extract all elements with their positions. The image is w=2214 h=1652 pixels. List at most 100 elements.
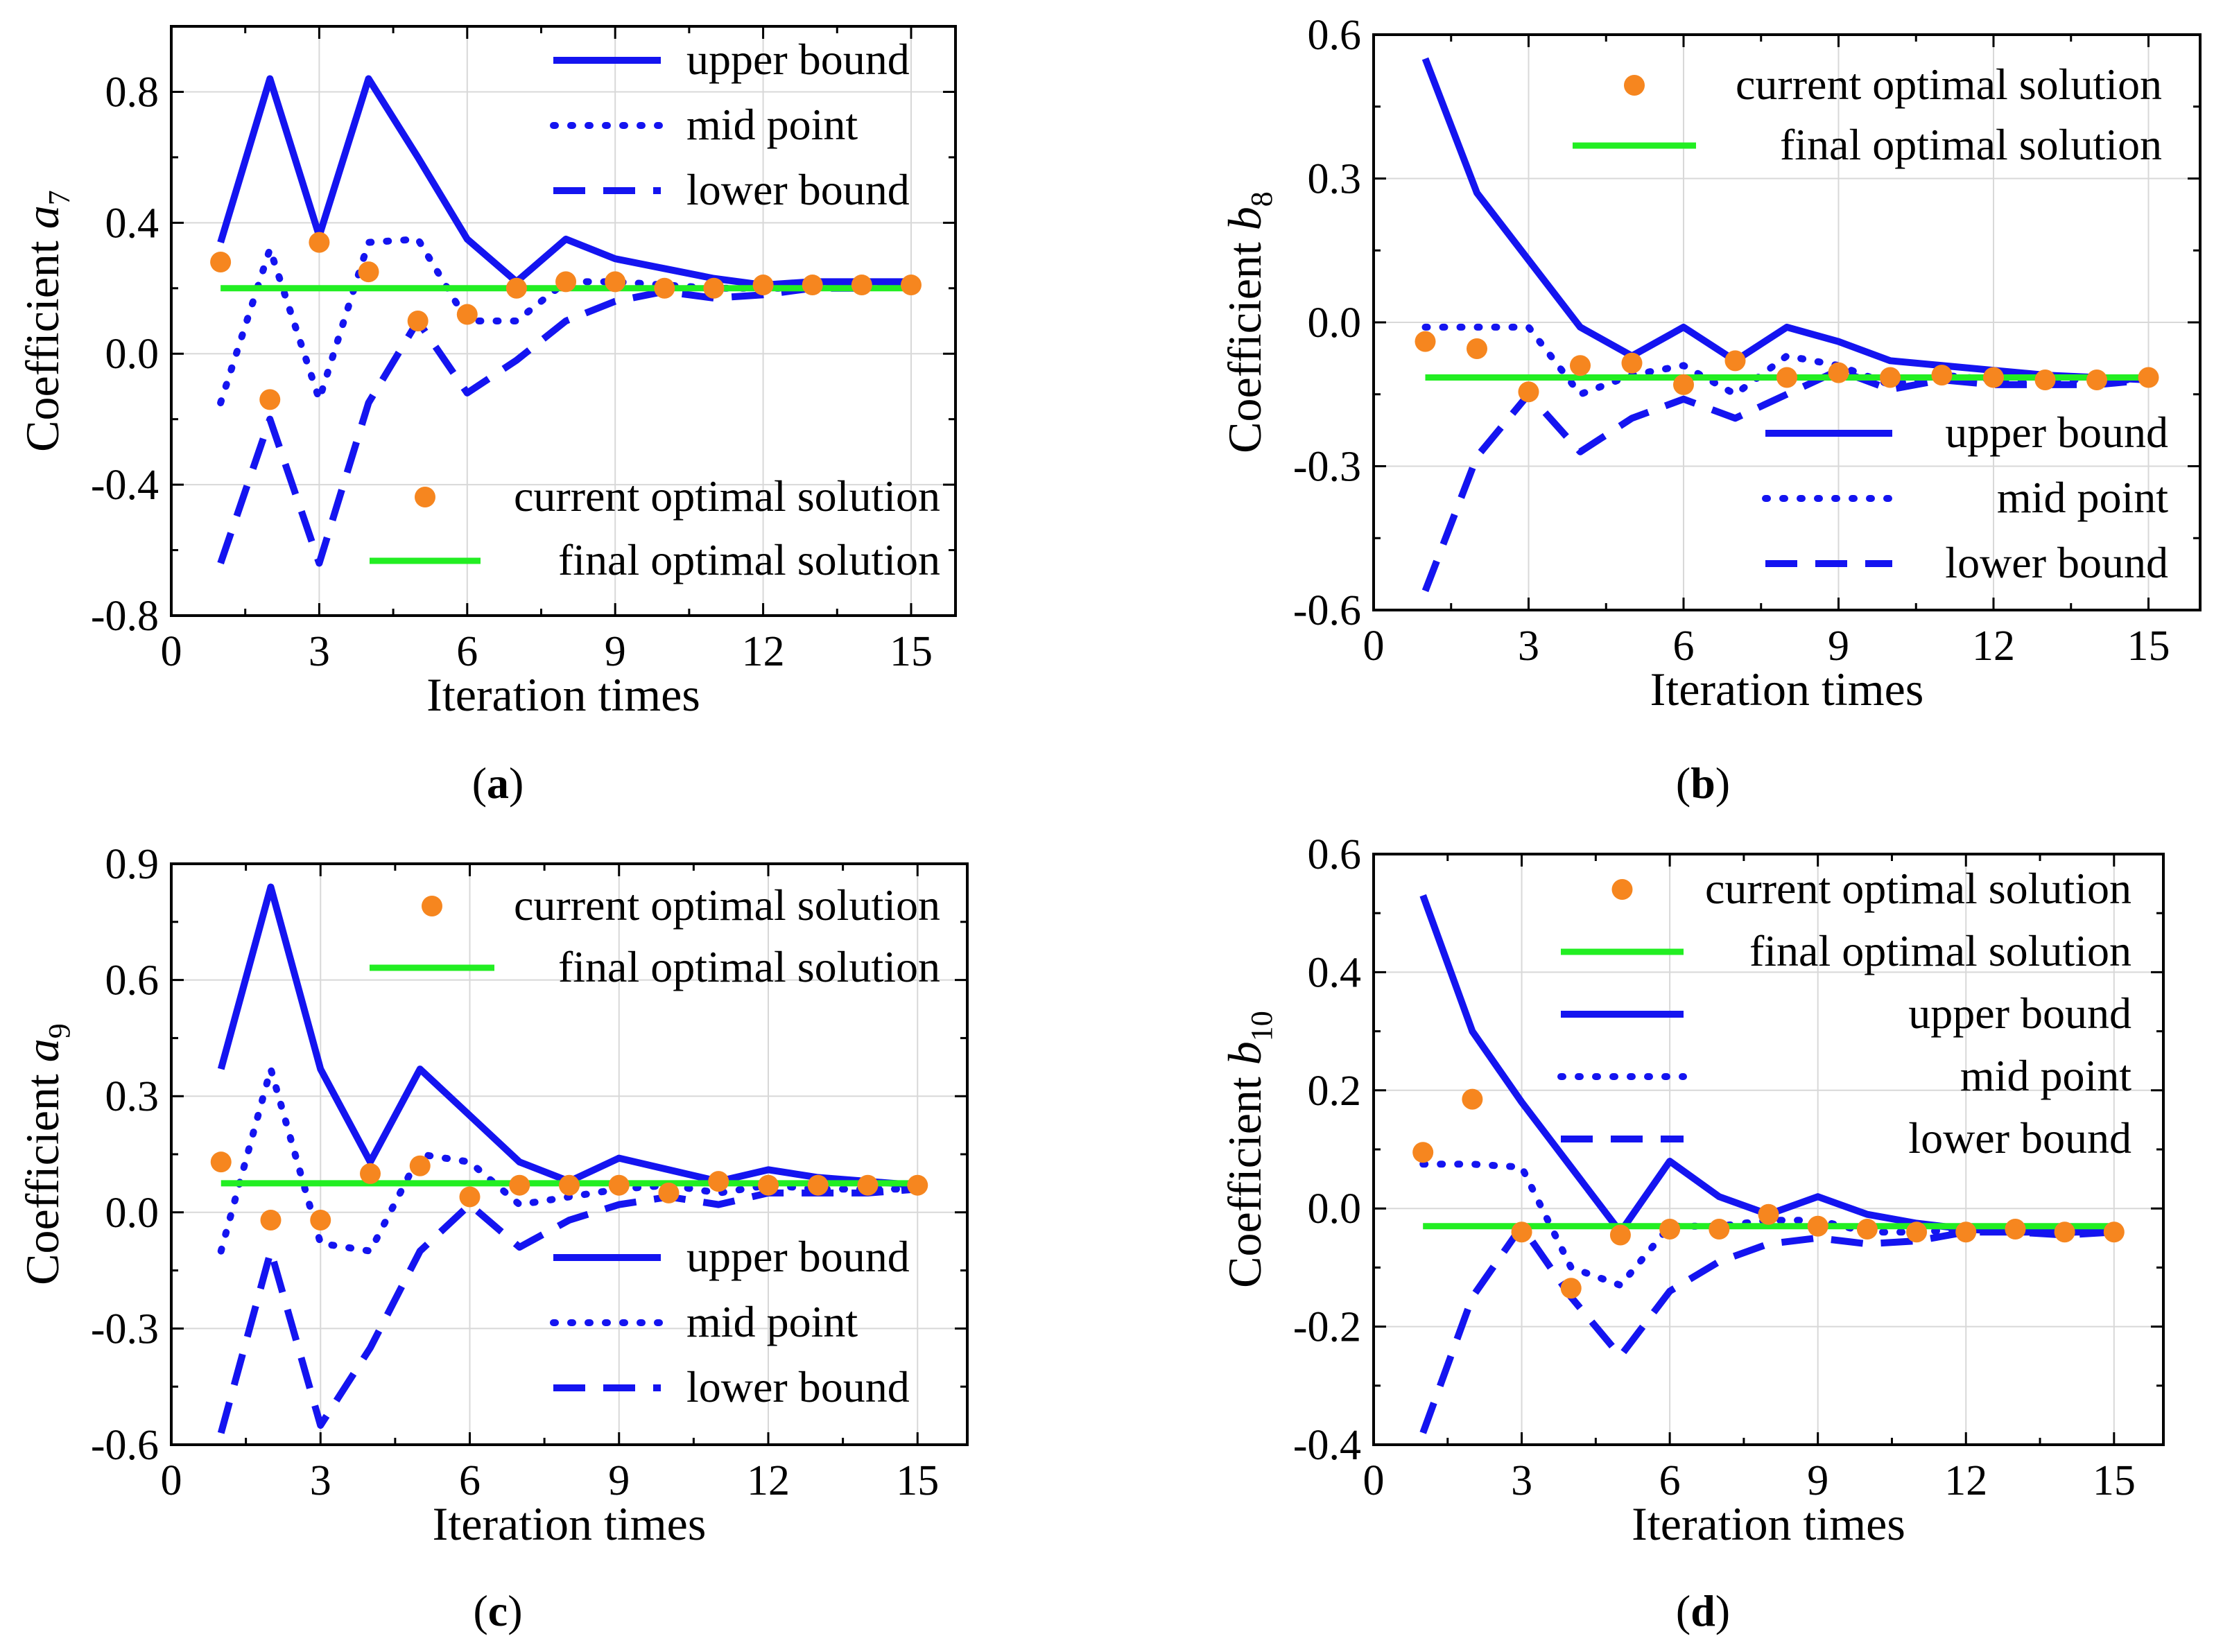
y-tick-label: -0.6: [91, 1422, 159, 1469]
x-axis-title-a: Iteration times: [426, 668, 700, 721]
legend-label: current optimal solution: [1736, 60, 2162, 109]
current-optimal-point: [658, 1182, 680, 1203]
legend-marker-current: [1611, 879, 1633, 900]
series-mid-line: [217, 1066, 922, 1255]
current-optimal-point: [555, 271, 577, 293]
current-optimal-point: [210, 252, 232, 272]
legend-d-1: current optimal solution final optimal so…: [1557, 864, 2131, 1163]
y-tick-label: 0.0: [1308, 1185, 1362, 1233]
y-axis-title-a: Coefficient a7: [16, 190, 76, 452]
current-optimal-point: [708, 1171, 729, 1192]
legend-c-2: upper bound mid point lower bound: [550, 1232, 910, 1411]
x-tick-label: 6: [1659, 1457, 1681, 1504]
y-axis-title-d: Coefficient b10: [1218, 1011, 1279, 1288]
y-tick-label: -0.3: [1293, 444, 1361, 491]
legend-label: mid point: [1997, 473, 2168, 522]
legend-label: final optimal solution: [1780, 120, 2162, 169]
x-tick-label: 0: [161, 628, 182, 675]
current-optimal-point: [857, 1174, 879, 1196]
current-optimal-point: [1758, 1203, 1779, 1225]
x-axis-title-b: Iteration times: [1650, 663, 1924, 715]
current-optimal-point: [1570, 355, 1591, 376]
current-optimal-point: [409, 1155, 431, 1176]
panel-a: 0 3 6 9 12 15 -0.8 -0.4 0.0 0.4 0.8 Iteration times…: [16, 25, 957, 808]
current-optimal-point: [2103, 1221, 2125, 1243]
current-optimal-point: [2138, 367, 2159, 388]
y-tick-label: 0.6: [105, 957, 159, 1005]
legend-label: final optimal solution: [558, 942, 940, 991]
y-tick-label: -0.8: [91, 593, 159, 640]
current-optimal-point: [654, 277, 675, 299]
current-optimal-point: [807, 1174, 829, 1196]
y-tick-label: 0.4: [1308, 949, 1362, 996]
x-tick-label: 9: [1807, 1457, 1828, 1504]
legend-label: upper bound: [686, 35, 910, 84]
legend-label: upper bound: [1945, 408, 2168, 457]
x-tick-label: 0: [1363, 623, 1385, 670]
x-tick-label: 15: [2093, 1457, 2136, 1504]
x-tick-label: 12: [1944, 1457, 1987, 1504]
y-axis-title-c: Coefficient a9: [16, 1023, 76, 1285]
series-current-optimal: [210, 1151, 928, 1231]
legend-label: lower bound: [1908, 1113, 2131, 1163]
y-tick-label: 0.6: [1308, 831, 1362, 878]
y-axis-title-subscript: 7: [42, 190, 76, 205]
x-tick-label: 9: [608, 1457, 630, 1504]
y-axis-title-symbol: b: [1218, 207, 1271, 230]
legend-label: mid point: [686, 100, 858, 149]
panel-c: 0 3 6 9 12 15 -0.6 -0.3 0.0 0.3 0.6 0.9 Iteration ti…: [16, 841, 969, 1635]
current-optimal-point: [1609, 1224, 1631, 1246]
y-axis-title-subscript: 8: [1245, 191, 1279, 207]
current-optimal-point: [1462, 1088, 1483, 1110]
y-axis-title-symbol: b: [1218, 1041, 1271, 1065]
series-upper-line: [217, 883, 918, 1189]
current-optimal-point: [1560, 1278, 1582, 1299]
y-tick-label: 0.3: [105, 1073, 159, 1120]
series-current-optimal: [1412, 1088, 2125, 1299]
y-tick-label: 0.2: [1308, 1068, 1362, 1115]
panel-label-a: (a): [472, 758, 524, 808]
current-optimal-point: [1621, 352, 1643, 374]
current-optimal-point: [407, 311, 429, 331]
current-optimal-point: [703, 277, 725, 299]
y-tick-label: 0.8: [105, 69, 159, 116]
y-tick-label: -0.4: [1293, 1422, 1361, 1469]
y-tick-label: -0.4: [91, 462, 159, 509]
legend-label: lower bound: [1945, 538, 2168, 587]
current-optimal-point: [456, 304, 478, 325]
x-axis-title-c: Iteration times: [433, 1497, 707, 1550]
y-tick-label: 0.0: [1308, 299, 1362, 347]
series-current-optimal: [1415, 331, 2159, 403]
current-optimal-point: [505, 277, 527, 299]
y-axis-title-b: Coefficient b8: [1218, 191, 1279, 453]
current-optimal-point: [2054, 1221, 2075, 1243]
legend-label: current optimal solution: [514, 880, 940, 930]
current-optimal-point: [2086, 369, 2107, 390]
legend-label: upper bound: [686, 1232, 910, 1281]
x-tick-label: 0: [161, 1457, 182, 1504]
x-tick-label: 15: [896, 1457, 939, 1504]
x-tick-label: 3: [1511, 1457, 1532, 1504]
x-tick-label: 9: [1828, 623, 1849, 670]
current-optimal-point: [1673, 374, 1694, 395]
legend-label: final optimal solution: [558, 535, 940, 584]
current-optimal-point: [1415, 331, 1436, 352]
current-optimal-point: [1412, 1142, 1434, 1163]
gridlines-a: [171, 26, 955, 616]
current-optimal-point: [1467, 338, 1487, 360]
legend-label: mid point: [1960, 1051, 2131, 1100]
x-tick-label: 15: [890, 628, 933, 675]
plot-frame-a: [170, 25, 957, 617]
current-optimal-point: [1983, 367, 2004, 388]
legend-c-1: current optimal solution final optimal so…: [370, 880, 940, 991]
panel-label-b: (b): [1676, 758, 1730, 808]
series-mid-line: [1419, 1160, 2118, 1289]
x-tick-label: 12: [1972, 623, 2015, 670]
x-tick-label: 9: [605, 628, 626, 675]
x-tick-label: 3: [309, 628, 330, 675]
legend-marker-current: [1624, 75, 1645, 96]
current-optimal-point: [1828, 362, 1849, 383]
series-upper-line: [217, 75, 911, 289]
series-lower-line: [1421, 367, 2149, 593]
